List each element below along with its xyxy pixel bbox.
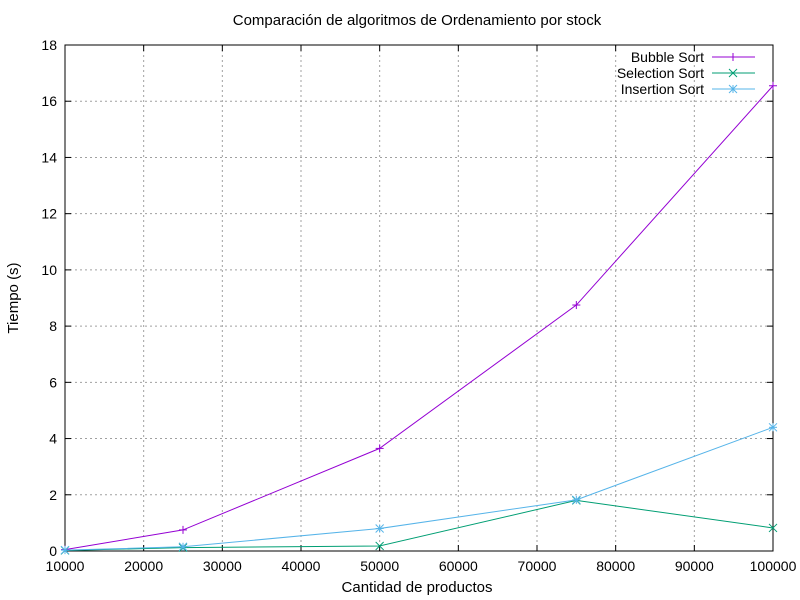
legend-marker [729,53,737,61]
y-tick-label: 6 [49,374,57,390]
legend-item-insertion-sort: Insertion Sort [621,81,755,97]
data-point [375,524,385,533]
y-tick-label: 12 [41,206,57,222]
x-tick-label: 100000 [750,558,797,574]
x-tick-label: 50000 [360,558,399,574]
x-tick-label: 90000 [675,558,714,574]
series-group [60,81,778,555]
y-tick-label: 18 [41,37,57,53]
y-tick-label: 4 [49,431,57,447]
plot-frame [64,44,774,552]
data-point [768,422,778,432]
x-tick-label: 80000 [596,558,635,574]
series-selection-sort [60,496,778,555]
y-axis: 0 2 4 6 8 10 12 14 16 18 [41,37,773,559]
legend-label: Insertion Sort [621,81,704,97]
x-tick-label: 10000 [46,558,85,574]
data-point [178,542,188,552]
legend-label: Bubble Sort [631,49,704,65]
legend-label: Selection Sort [617,65,704,81]
data-point [769,81,777,90]
data-point [375,541,385,551]
chart-title: Comparación de algoritmos de Ordenamient… [233,12,602,29]
x-tick-label: 70000 [518,558,557,574]
y-tick-label: 2 [49,487,57,503]
x-axis: 10000 20000 30000 40000 50000 60000 70000 80000… [46,45,797,574]
series-insertion-sort [60,422,778,555]
data-point [768,523,778,533]
legend-item-bubble-sort: Bubble Sort [631,49,755,65]
y-tick-label: 10 [41,262,57,278]
legend-item-selection-sort: Selection Sort [617,65,755,81]
y-axis-label: Tiempo (s) [5,262,22,333]
data-point [60,545,70,555]
x-tick-label: 40000 [282,558,321,574]
y-tick-label: 0 [49,543,57,559]
legend-marker [728,84,738,94]
y-tick-label: 14 [41,149,57,165]
data-point [572,301,581,310]
y-tick-label: 8 [49,318,57,334]
data-point [375,444,384,453]
x-tick-label: 60000 [439,558,478,574]
series-line-selection-sort [64,499,774,551]
y-tick-label: 16 [41,93,57,109]
legend-marker [728,68,738,78]
grid-lines [65,45,773,551]
series-line-bubble-sort [64,85,774,551]
data-point [179,525,187,534]
x-axis-label: Cantidad de productos [342,579,493,596]
x-tick-label: 20000 [124,558,163,574]
data-point [571,495,581,505]
series-bubble-sort [61,81,777,554]
x-tick-label: 30000 [203,558,242,574]
